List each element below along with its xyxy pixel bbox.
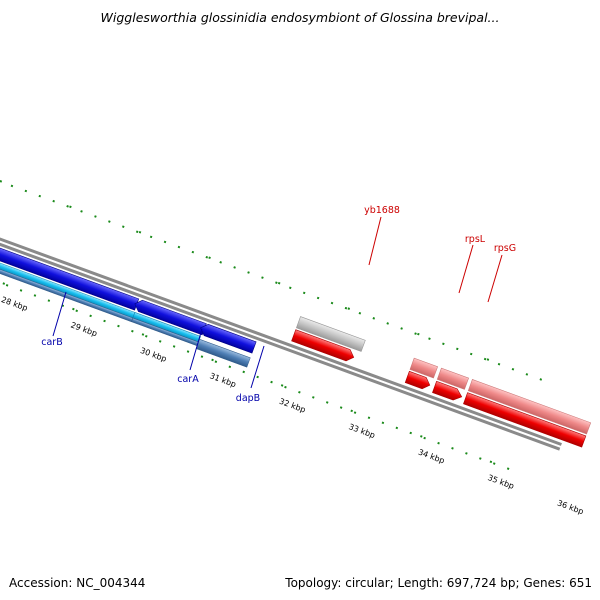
scale-label: 35 kbp bbox=[486, 473, 515, 491]
gene-label-yb1688: yb1688 bbox=[364, 205, 400, 216]
gene-rpsL-lower-arrow bbox=[404, 370, 431, 390]
gene-rpsG-upper-bar bbox=[436, 367, 469, 390]
gene-callouts: yb1688 rpsL rpsG carB carA dapB bbox=[41, 205, 516, 404]
accession-text: Accession: NC_004344 bbox=[9, 576, 145, 590]
gene-fusA-upper-bar bbox=[467, 379, 592, 435]
gene-carB-arrow bbox=[0, 201, 140, 311]
scale-label: 33 kbp bbox=[347, 422, 376, 440]
scale-label: 32 kbp bbox=[278, 397, 307, 415]
scale-label: 29 kbp bbox=[69, 320, 98, 338]
gene-yb1688-upper-bar bbox=[296, 316, 366, 352]
gene-carA-arrow bbox=[134, 299, 207, 336]
reverse-strand-genes bbox=[0, 201, 257, 368]
gene-dapB-arrow bbox=[200, 323, 257, 354]
gene-label-carA: carA bbox=[177, 374, 199, 385]
scale-label: 31 kbp bbox=[208, 371, 237, 389]
forward-strand-genes bbox=[291, 316, 592, 448]
scale-label: 28 kbp bbox=[0, 295, 29, 313]
gene-label-carB: carB bbox=[41, 337, 62, 348]
genome-backbone bbox=[0, 195, 562, 451]
scale-label: 36 kbp bbox=[556, 498, 585, 516]
gene-fusA-lower-bar bbox=[463, 392, 587, 448]
gene-label-rpsG: rpsG bbox=[494, 243, 516, 254]
gene-label-rpsL: rpsL bbox=[465, 234, 486, 245]
gene-label-dapB: dapB bbox=[236, 393, 260, 404]
scale-label: 34 kbp bbox=[417, 448, 446, 466]
genome-stats-text: Topology: circular; Length: 697,724 bp; … bbox=[284, 576, 592, 590]
genome-title: Wigglesworthia glossinidia endosymbiont … bbox=[101, 10, 500, 25]
scale-label: 30 kbp bbox=[139, 346, 168, 364]
gene-rpsL-upper-bar bbox=[409, 357, 439, 379]
gene-rpsG-lower-arrow bbox=[432, 380, 463, 401]
gene-yb1688-lower-arrow bbox=[291, 329, 355, 362]
